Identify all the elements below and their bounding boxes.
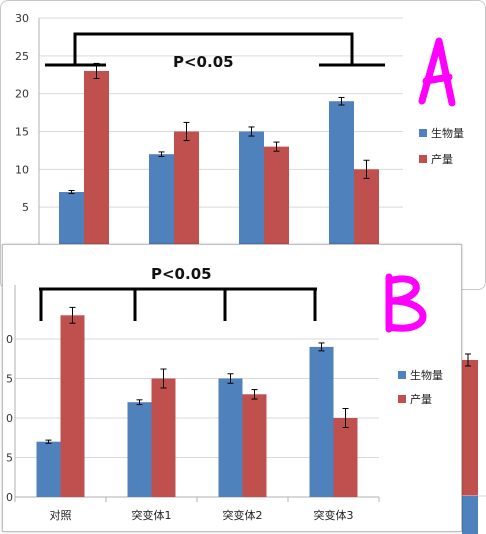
y-tick-label: 15 [15,126,29,139]
bar-yield [60,315,85,497]
chart-panel-b: 0 5 0 5 0 对照 突变体1 突变体2 突变体3 P<0.05 生物量产量 [2,244,462,532]
bar-biomass [149,154,174,245]
bar-biomass [239,131,264,245]
significance-label: P<0.05 [173,53,234,71]
bar-yield [242,394,267,497]
legend-swatch-biomass [419,129,427,137]
bar-yield [151,378,176,497]
y-tick-label: 0 [6,412,13,425]
y-tick-label: 5 [6,373,13,386]
bar-biomass [218,378,243,497]
y-tick-label: 0 [6,333,13,346]
legend-label-biomass: 生物量 [410,368,443,382]
significance-bracket [73,32,354,64]
y-tick-label: 5 [6,452,13,465]
legend-label-yield: 产量 [431,152,453,166]
bar-yield [174,131,199,245]
y-tick-label: 0 [6,491,13,504]
chart-panel-a-overflow [462,290,486,534]
legend-swatch-biomass [398,371,406,379]
bar-biomass [59,192,84,245]
y-tick-label: 25 [15,50,29,63]
legend-label-yield: 产量 [410,392,432,406]
bar-yield [354,169,379,245]
panel-label-a [418,37,456,107]
bar-yield-partial [462,359,478,534]
x-tick-label: 突变体1 [132,508,172,522]
chart-a-overflow-svg [462,353,486,534]
bar-yield [84,70,109,245]
bar-biomass [329,101,354,245]
y-tick-label: 5 [22,201,29,214]
x-tick-label: 对照 [50,508,72,522]
bar-biomass [36,441,61,497]
legend-swatch-yield [398,395,406,403]
bar-yield [333,418,358,497]
legend-swatch-yield [419,155,427,163]
bar-biomass-partial [462,496,478,534]
y-tick-label: 20 [15,88,29,101]
significance-label: P<0.05 [151,265,212,283]
y-tick-label: 10 [15,163,29,176]
panel-label-b [385,273,427,333]
legend-label-biomass: 生物量 [431,126,464,140]
bar-biomass [127,402,152,497]
x-tick-label: 突变体2 [223,508,263,522]
bar-yield [264,146,289,245]
x-tick-label: 突变体3 [314,508,354,522]
y-tick-label: 30 [15,12,29,25]
bar-biomass [309,346,334,497]
chart-panel-a: 5 10 15 20 25 30 P<0.05 生物量产量 [0,0,486,290]
